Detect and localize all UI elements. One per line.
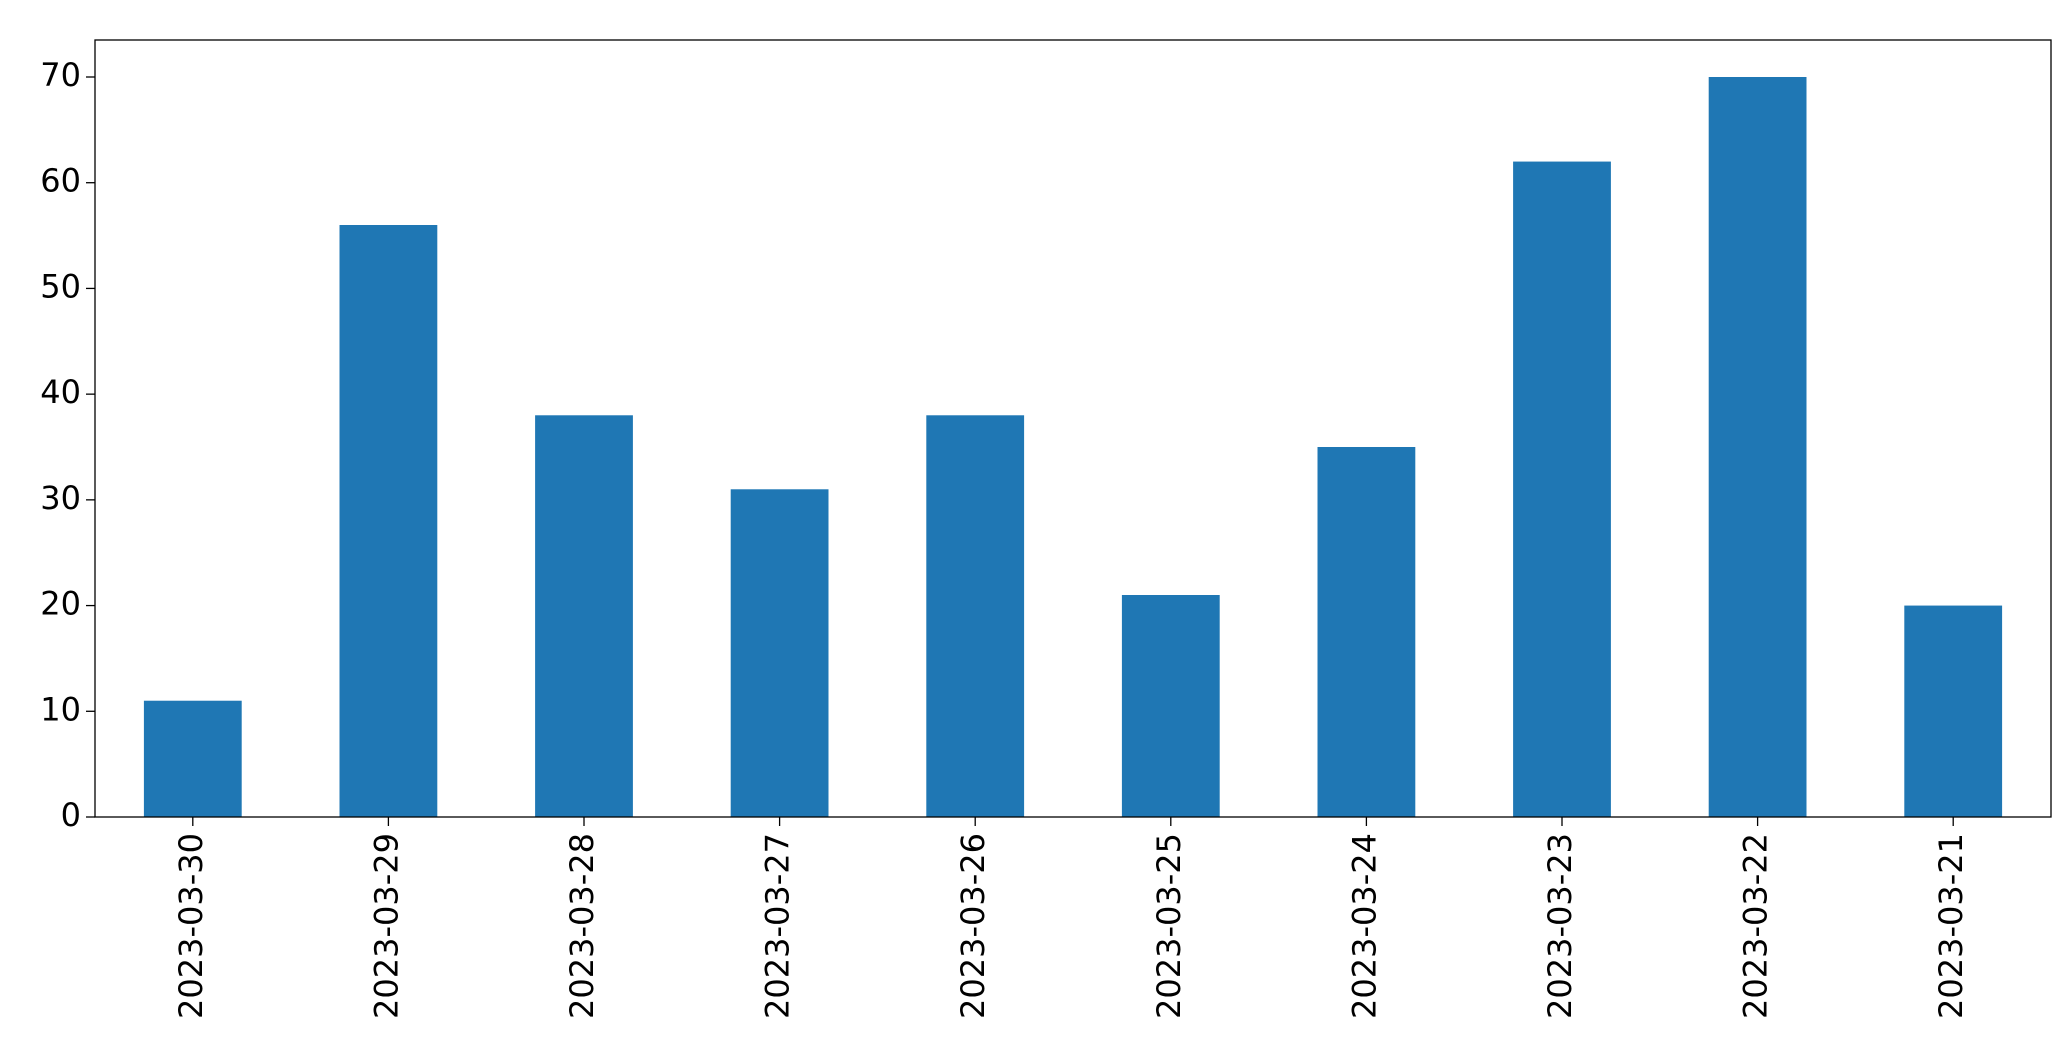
x-tick-label: 2023-03-23 (1541, 833, 1579, 1019)
x-tick-label: 2023-03-30 (172, 833, 210, 1019)
bar (339, 225, 438, 817)
x-tick-label: 2023-03-28 (563, 833, 601, 1019)
y-tick-label: 0 (61, 796, 81, 834)
y-tick-label: 60 (40, 162, 81, 200)
y-tick-label: 20 (40, 585, 81, 623)
x-tick-label: 2023-03-25 (1150, 833, 1188, 1019)
y-tick-label: 50 (40, 267, 81, 305)
x-tick-label: 2023-03-22 (1737, 833, 1775, 1019)
bar (1904, 605, 2003, 817)
bar (1317, 447, 1416, 817)
bar (1708, 77, 1807, 817)
bar (1121, 595, 1220, 817)
bar (730, 489, 829, 817)
x-tick-label: 2023-03-21 (1932, 833, 1970, 1019)
bar (926, 415, 1025, 817)
y-tick-label: 70 (40, 56, 81, 94)
y-tick-label: 30 (40, 479, 81, 517)
x-tick-label: 2023-03-26 (954, 833, 992, 1019)
x-tick-label: 2023-03-29 (367, 833, 405, 1019)
bar (143, 700, 242, 817)
y-tick-label: 40 (40, 373, 81, 411)
bar (1513, 161, 1611, 818)
x-tick-label: 2023-03-27 (759, 833, 797, 1019)
plot-frame (94, 39, 2052, 818)
bar (535, 415, 633, 817)
y-tick-label: 10 (40, 690, 81, 728)
x-tick-label: 2023-03-24 (1345, 833, 1383, 1019)
